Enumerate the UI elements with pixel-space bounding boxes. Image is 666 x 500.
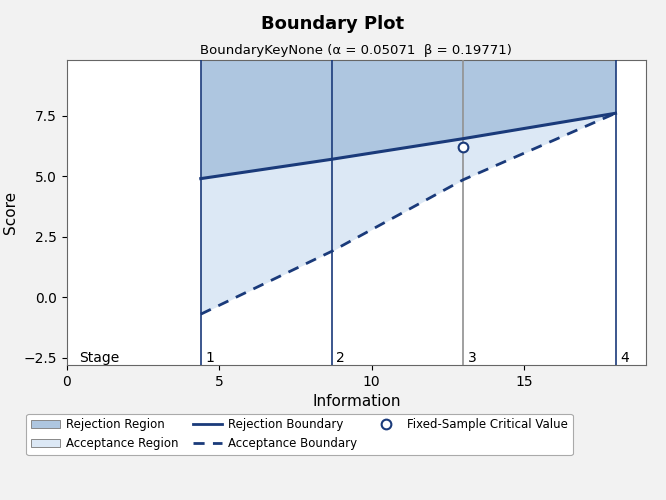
- Y-axis label: Score: Score: [3, 191, 18, 234]
- Text: 2: 2: [336, 350, 345, 364]
- Text: 4: 4: [620, 350, 629, 364]
- Text: 1: 1: [205, 350, 214, 364]
- Text: Stage: Stage: [79, 350, 119, 364]
- Text: Boundary Plot: Boundary Plot: [262, 15, 404, 33]
- Title: BoundaryKeyNone (α = 0.05071  β = 0.19771): BoundaryKeyNone (α = 0.05071 β = 0.19771…: [200, 44, 512, 58]
- X-axis label: Information: Information: [312, 394, 400, 409]
- Text: 3: 3: [468, 350, 476, 364]
- Legend: Rejection Region, Acceptance Region, Rejection Boundary, Acceptance Boundary, Fi: Rejection Region, Acceptance Region, Rej…: [26, 414, 573, 455]
